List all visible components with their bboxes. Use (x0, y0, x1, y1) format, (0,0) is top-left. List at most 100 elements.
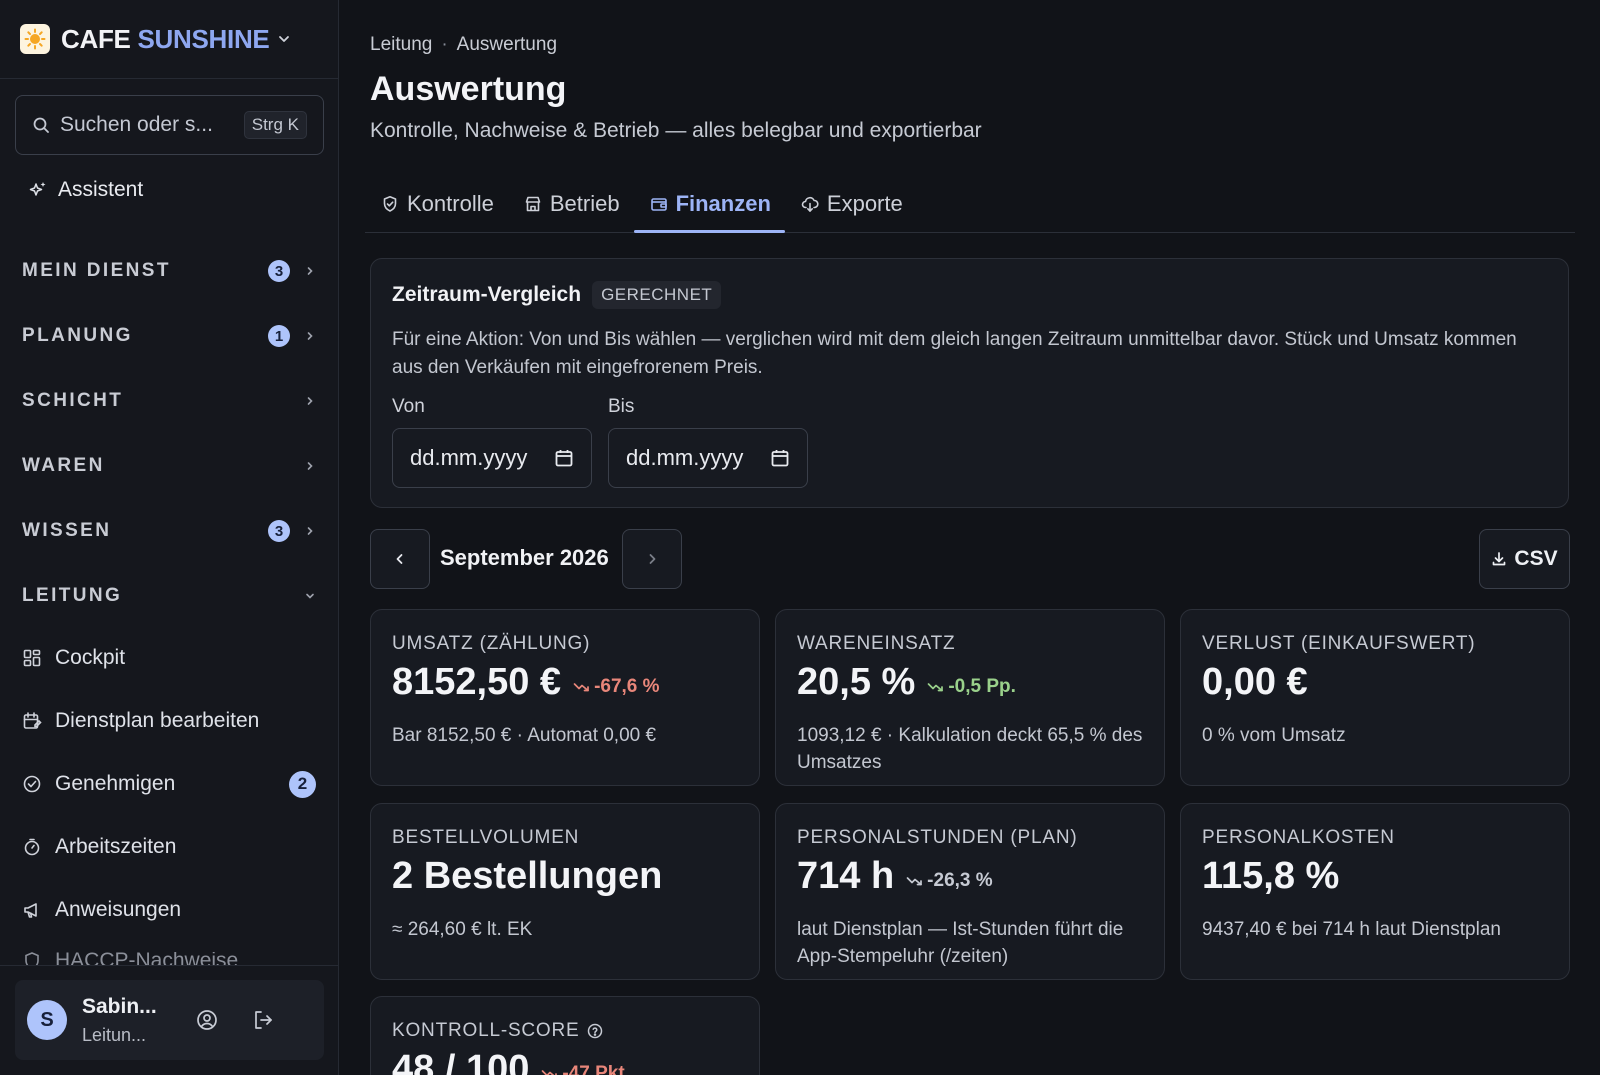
chevron-right-icon (304, 330, 316, 342)
breadcrumb-current: Auswertung (456, 34, 558, 55)
trend-down-icon (927, 680, 945, 694)
kpi-value-row: 714 h -26,3 % (797, 855, 993, 898)
date-placeholder: dd.mm.yyyy (626, 445, 744, 470)
nav-section-mein-dienst[interactable]: MEIN DIENST 3 (22, 256, 316, 286)
search-shortcut: Strg K (243, 111, 307, 139)
sidebar-item-arbeitszeiten[interactable]: Arbeitszeiten (22, 830, 316, 864)
kpi-value-row: 2 Bestellungen (392, 855, 662, 898)
sidebar-item-label: Cockpit (55, 646, 126, 669)
chevron-right-icon (304, 265, 316, 277)
cloud-download-icon (801, 195, 819, 213)
sidebar-item-label: Anweisungen (55, 898, 182, 921)
nav-section-planung[interactable]: PLANUNG 1 (22, 321, 316, 351)
sun-logo-icon (20, 24, 50, 54)
sidebar-item-genehmigen[interactable]: Genehmigen 2 (22, 767, 316, 801)
tab-betrieb[interactable]: Betrieb (508, 176, 634, 232)
nav-section-schicht[interactable]: SCHICHT (22, 386, 316, 416)
to-date-field[interactable]: dd.mm.yyyy (608, 428, 808, 488)
from-label: Von (392, 396, 425, 417)
wallet-icon (650, 195, 668, 213)
tab-label: Exporte (826, 191, 903, 216)
chevron-down-icon (304, 590, 316, 602)
assistant-link[interactable]: Assistent (28, 178, 143, 202)
logout-button[interactable] (248, 1005, 278, 1035)
breadcrumb-separator: · (441, 34, 448, 55)
kpi-value: 8152,50 € (392, 661, 562, 703)
next-month-button[interactable] (622, 529, 682, 589)
user-circle-icon (196, 1009, 218, 1031)
status-badge: GERECHNET (592, 281, 722, 309)
nav-section-label: WISSEN (22, 520, 112, 541)
kpi-value: 115,8 % (1202, 855, 1340, 897)
sidebar-item-label: Arbeitszeiten (55, 835, 177, 858)
help-icon[interactable] (587, 1023, 603, 1039)
shield-check-icon (381, 195, 399, 213)
kpi-delta-value: -0,5 Pp. (948, 676, 1016, 697)
kpi-label: UMSATZ (ZÄHLUNG) (392, 633, 591, 654)
kpi-card-wareneinsatz: WARENEINSATZ 20,5 % -0,5 Pp. 1093,12 € ·… (775, 609, 1165, 786)
count-badge: 2 (289, 770, 316, 798)
sidebar-item-anweisungen[interactable]: Anweisungen (22, 893, 316, 927)
tab-kontrolle[interactable]: Kontrolle (365, 176, 508, 232)
chevron-right-icon (304, 395, 316, 407)
kpi-value-row: 115,8 % (1202, 855, 1339, 898)
kpi-delta: -67,6 % (573, 676, 660, 698)
from-date-field[interactable]: dd.mm.yyyy (392, 428, 592, 488)
kpi-value: 2 Bestellungen (392, 855, 663, 897)
sidebar-item-dienstplan-bearbeiten[interactable]: Dienstplan bearbeiten (22, 704, 316, 738)
kpi-label: VERLUST (EINKAUFSWERT) (1202, 633, 1476, 654)
kpi-value: 20,5 % (797, 661, 916, 703)
card-title: Zeitraum-Vergleich (392, 283, 582, 306)
current-month: September 2026 (440, 545, 609, 570)
tab-exporte[interactable]: Exporte (785, 176, 917, 232)
main-content: Leitung · Auswertung Auswertung Kontroll… (339, 0, 1600, 1075)
divider (0, 965, 338, 966)
user-name: Sabin... (82, 994, 157, 1018)
chevron-right-icon (304, 460, 316, 472)
kpi-delta-value: -26,3 % (927, 870, 993, 891)
sidebar-item-haccp-nachweise[interactable]: HACCP-Nachweise (22, 952, 316, 966)
count-badge: 3 (268, 520, 290, 542)
csv-export-button[interactable]: CSV (1479, 529, 1570, 589)
calendar-icon (770, 448, 790, 468)
sparkles-icon (28, 180, 48, 200)
profile-button[interactable] (192, 1005, 222, 1035)
nav-section-leitung[interactable]: LEITUNG (22, 581, 316, 611)
stopwatch-icon (22, 837, 42, 857)
tab-bar: Kontrolle Betrieb Finanzen Exporte (365, 176, 1575, 233)
period-comparison-card: Zeitraum-Vergleich GERECHNET Für eine Ak… (370, 258, 1569, 508)
nav-section-label: LEITUNG (22, 585, 123, 606)
search-input[interactable]: Suchen oder s... Strg K (15, 95, 324, 155)
kpi-card-personalstunden: PERSONALSTUNDEN (PLAN) 714 h -26,3 % lau… (775, 803, 1165, 980)
search-icon (32, 116, 50, 134)
sidebar-item-cockpit[interactable]: Cockpit (22, 641, 316, 675)
page-subtitle: Kontrolle, Nachweise & Betrieb — alles b… (370, 119, 982, 142)
search-placeholder: Suchen oder s... (60, 113, 213, 136)
sidebar-item-label: Dienstplan bearbeiten (55, 709, 260, 732)
card-description: Für eine Aktion: Von und Bis wählen — ve… (392, 329, 1517, 378)
kpi-value-row: 0,00 € (1202, 661, 1308, 704)
page-title: Auswertung (370, 70, 567, 108)
kpi-value-row: 48 / 100 -47 Pkt. (392, 1048, 630, 1075)
kpi-value-row: 20,5 % -0,5 Pp. (797, 661, 1016, 704)
nav-section-waren[interactable]: WAREN (22, 451, 316, 481)
nav-section-wissen[interactable]: WISSEN 3 (22, 516, 316, 546)
grid-icon (22, 648, 42, 668)
kpi-label: PERSONALSTUNDEN (PLAN) (797, 827, 1078, 848)
kpi-delta: -0,5 Pp. (927, 676, 1016, 698)
breadcrumb-parent[interactable]: Leitung (370, 34, 433, 55)
chevron-right-icon (304, 525, 316, 537)
kpi-value: 48 / 100 (392, 1048, 530, 1075)
breadcrumb: Leitung · Auswertung (370, 34, 557, 56)
kpi-value: 0,00 € (1202, 661, 1308, 703)
previous-month-button[interactable] (370, 529, 430, 589)
kpi-delta-value: -67,6 % (594, 676, 660, 697)
sidebar: CAFE SUNSHINE Suchen oder s... Strg K As… (0, 0, 339, 1075)
kpi-card-umsatz: UMSATZ (ZÄHLUNG) 8152,50 € -67,6 % Bar 8… (370, 609, 760, 786)
megaphone-icon (22, 900, 42, 920)
brand-switcher[interactable]: CAFE SUNSHINE (0, 0, 338, 79)
sidebar-item-label: HACCP-Nachweise (55, 952, 239, 966)
tab-finanzen[interactable]: Finanzen (633, 176, 786, 233)
kpi-label: PERSONALKOSTEN (1202, 827, 1395, 848)
kpi-label: WARENEINSATZ (797, 633, 956, 654)
